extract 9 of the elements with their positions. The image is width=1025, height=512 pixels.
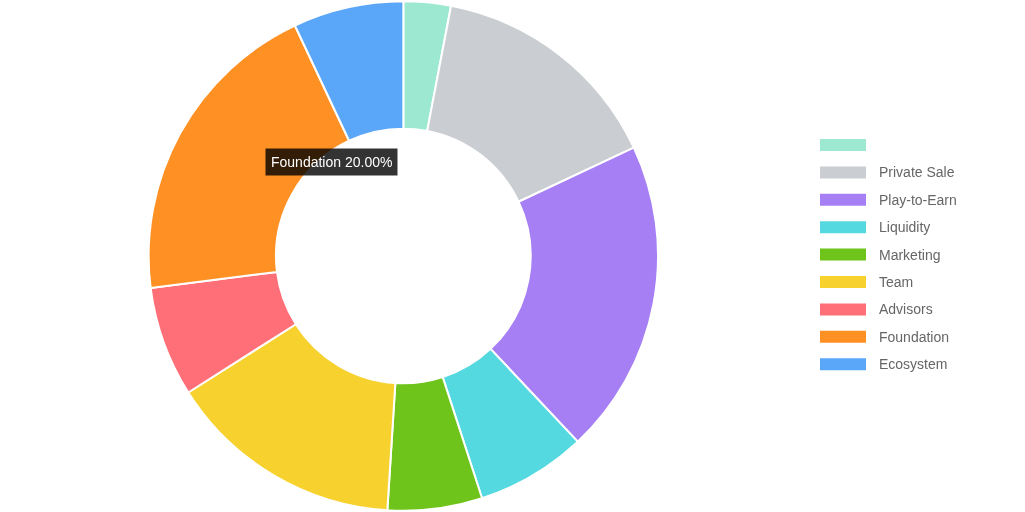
legend-label: Marketing (879, 247, 941, 263)
legend-label: Play-to-Earn (879, 192, 957, 208)
text: Foundation 20.00% (271, 154, 393, 170)
legend-label: Foundation (879, 329, 950, 345)
legend-label: Team (879, 274, 914, 290)
legend-label: Private Sale (879, 164, 955, 180)
legend-label: Ecosystem (879, 356, 948, 372)
legend-label: Advisors (879, 301, 933, 317)
legend-label: Liquidity (879, 219, 931, 235)
